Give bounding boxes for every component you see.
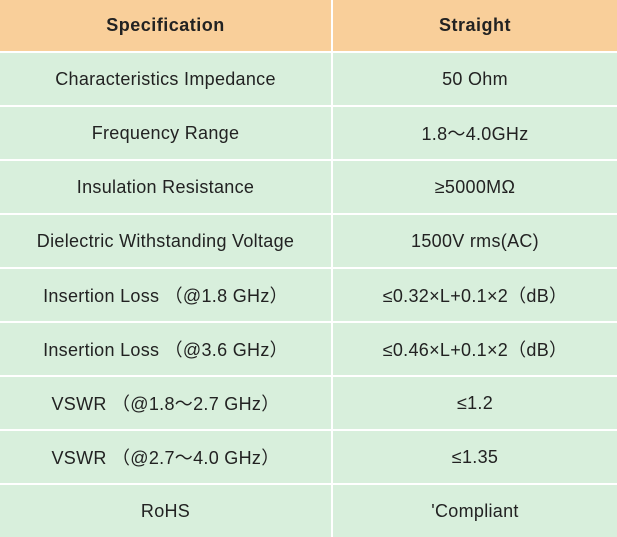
spec-value: ≤0.46×L+0.1×2（dB） — [332, 322, 617, 377]
table-row: VSWR （@1.8～2.7 GHz） ≤1.2 — [0, 376, 617, 431]
spec-value: 50 Ohm — [332, 52, 617, 107]
spec-name: Insertion Loss （@1.8 GHz） — [0, 268, 333, 323]
spec-name: RoHS — [0, 484, 333, 537]
spec-value: 1500V rms(AC) — [332, 214, 617, 269]
spec-name: VSWR （@2.7～4.0 GHz） — [0, 430, 333, 485]
spec-value: 'Compliant — [332, 484, 617, 537]
header-straight: Straight — [332, 0, 617, 53]
spec-name: Insertion Loss （@3.6 GHz） — [0, 322, 333, 377]
table-row: Characteristics Impedance 50 Ohm — [0, 52, 617, 107]
table-row: Insertion Loss （@1.8 GHz） ≤0.32×L+0.1×2（… — [0, 268, 617, 323]
spec-name: Dielectric Withstanding Voltage — [0, 214, 333, 269]
table-row: Dielectric Withstanding Voltage 1500V rm… — [0, 214, 617, 269]
table-row: Insertion Loss （@3.6 GHz） ≤0.46×L+0.1×2（… — [0, 322, 617, 377]
spec-name: Characteristics Impedance — [0, 52, 333, 107]
spec-name: VSWR （@1.8～2.7 GHz） — [0, 376, 333, 431]
table-row: RoHS 'Compliant — [0, 484, 617, 537]
header-specification: Specification — [0, 0, 333, 53]
table-row: Insulation Resistance ≥5000MΩ — [0, 160, 617, 215]
spec-value: ≤1.2 — [332, 376, 617, 431]
table-row: Frequency Range 1.8～4.0GHz — [0, 106, 617, 161]
spec-value: ≤1.35 — [332, 430, 617, 485]
spec-value: ≥5000MΩ — [332, 160, 617, 215]
spec-name: Frequency Range — [0, 106, 333, 161]
header-row: Specification Straight — [0, 0, 617, 53]
spec-value: 1.8～4.0GHz — [332, 106, 617, 161]
spec-name: Insulation Resistance — [0, 160, 333, 215]
table-row: VSWR （@2.7～4.0 GHz） ≤1.35 — [0, 430, 617, 485]
spec-value: ≤0.32×L+0.1×2（dB） — [332, 268, 617, 323]
